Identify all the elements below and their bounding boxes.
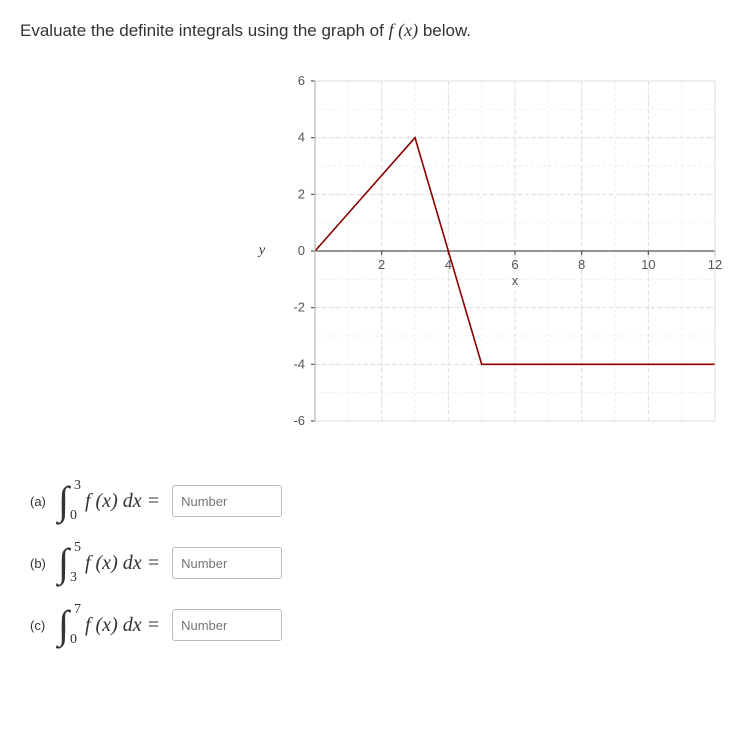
upper-limit-c: 7 (74, 603, 81, 617)
svg-text:0: 0 (298, 243, 305, 258)
prompt-fn: f (x) (389, 20, 418, 40)
svg-text:8: 8 (578, 257, 585, 272)
integrand-c: f (x) dx = (85, 614, 160, 637)
upper-limit-a: 3 (74, 479, 81, 493)
chart-container: y -6-4-2024624681012x (20, 71, 734, 431)
integral-c: ∫ 7 0 f (x) dx = (58, 605, 160, 645)
svg-text:2: 2 (378, 257, 385, 272)
answer-input-a[interactable] (172, 485, 282, 517)
svg-text:-2: -2 (294, 300, 306, 315)
y-axis-label: y (259, 243, 265, 259)
prompt-before: Evaluate the definite integrals using th… (20, 21, 389, 40)
lower-limit-b: 3 (70, 571, 77, 585)
integral-symbol-icon: ∫ 3 0 (58, 481, 69, 521)
integral-symbol-icon: ∫ 7 0 (58, 605, 69, 645)
svg-text:6: 6 (298, 73, 305, 88)
lower-limit-c: 0 (70, 633, 77, 647)
svg-text:4: 4 (298, 130, 305, 145)
prompt-after: below. (423, 21, 471, 40)
question-c: (c) ∫ 7 0 f (x) dx = (30, 605, 734, 645)
upper-limit-b: 5 (74, 541, 81, 555)
integrand-b: f (x) dx = (85, 552, 160, 575)
integral-b: ∫ 5 3 f (x) dx = (58, 543, 160, 583)
part-label-b: (b) (30, 556, 52, 571)
question-a: (a) ∫ 3 0 f (x) dx = (30, 481, 734, 521)
answer-input-b[interactable] (172, 547, 282, 579)
svg-text:2: 2 (298, 186, 305, 201)
integral-a: ∫ 3 0 f (x) dx = (58, 481, 160, 521)
svg-text:-6: -6 (294, 413, 306, 428)
prompt-text: Evaluate the definite integrals using th… (20, 20, 734, 41)
part-label-a: (a) (30, 494, 52, 509)
function-graph: -6-4-2024624681012x (275, 71, 725, 431)
svg-text:x: x (512, 273, 519, 288)
questions-list: (a) ∫ 3 0 f (x) dx = (b) ∫ 5 3 f (x) dx … (20, 481, 734, 645)
lower-limit-a: 0 (70, 509, 77, 523)
integrand-a: f (x) dx = (85, 490, 160, 513)
svg-text:6: 6 (511, 257, 518, 272)
integral-symbol-icon: ∫ 5 3 (58, 543, 69, 583)
svg-text:-4: -4 (294, 356, 306, 371)
svg-text:10: 10 (641, 257, 655, 272)
answer-input-c[interactable] (172, 609, 282, 641)
question-b: (b) ∫ 5 3 f (x) dx = (30, 543, 734, 583)
part-label-c: (c) (30, 618, 52, 633)
